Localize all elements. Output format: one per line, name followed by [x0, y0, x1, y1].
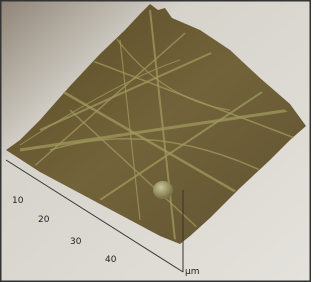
axis-tick-label: 20	[38, 215, 50, 225]
axis-tick-label: 30	[70, 237, 82, 247]
particle	[153, 181, 173, 199]
axis-tick-label: 40	[105, 255, 117, 265]
page: 10 20 30 40 μm (() => { const data = JSO…	[0, 0, 311, 282]
axis-unit: μm	[185, 267, 200, 277]
afm-image: 10 20 30 40 μm	[0, 0, 311, 282]
axis-tick-label: 10	[12, 196, 24, 206]
